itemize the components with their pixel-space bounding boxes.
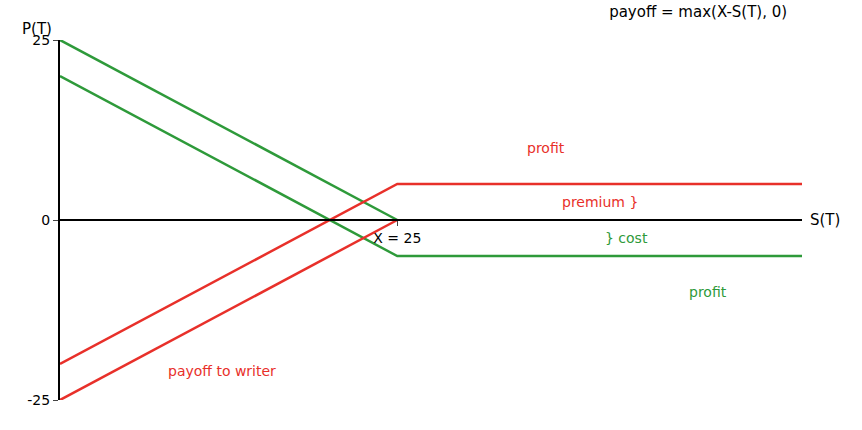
svg-text:payoff = max(X-S(T), 0): payoff = max(X-S(T), 0)	[609, 3, 787, 21]
svg-text:profit: profit	[527, 140, 565, 156]
svg-text:} cost: } cost	[605, 230, 648, 246]
svg-text:profit: profit	[689, 284, 727, 300]
svg-text:-25: -25	[27, 392, 50, 408]
svg-text:payoff to writer: payoff to writer	[168, 363, 276, 379]
svg-text:0: 0	[41, 212, 50, 228]
svg-text:25: 25	[32, 32, 50, 48]
svg-text:S(T): S(T)	[810, 211, 840, 229]
svg-text:premium }: premium }	[562, 194, 638, 210]
svg-text:P(T): P(T)	[22, 20, 52, 38]
svg-text:X = 25: X = 25	[373, 230, 421, 246]
